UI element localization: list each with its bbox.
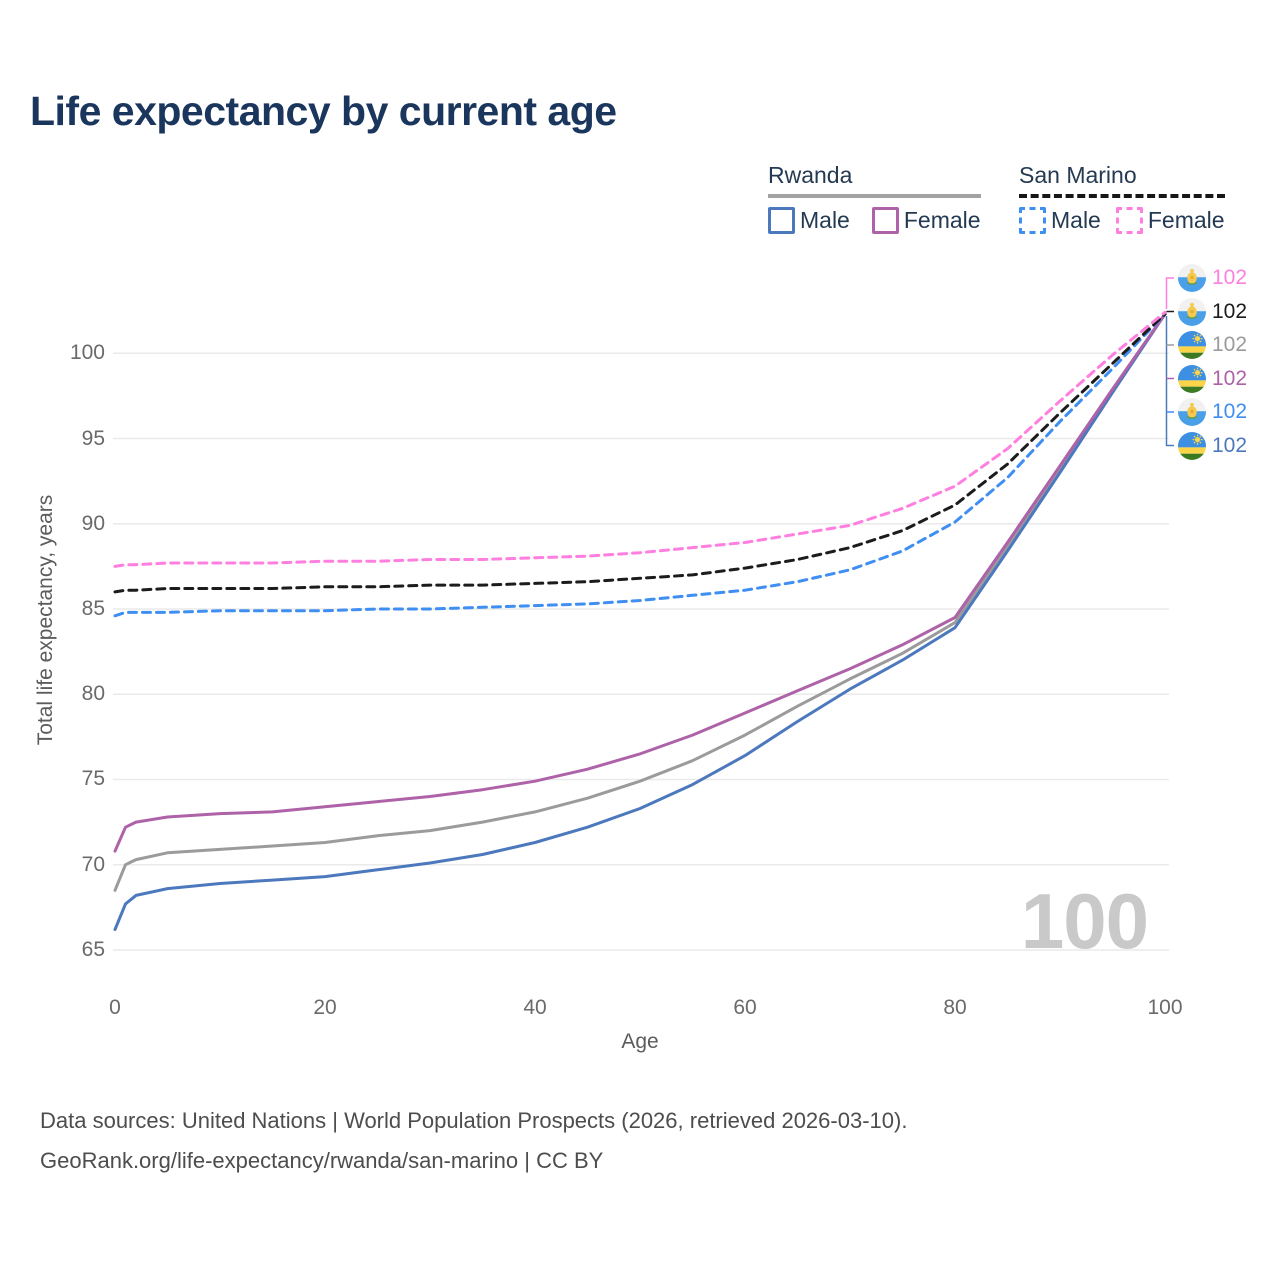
end-label-san-marino-male: 102	[1178, 398, 1247, 426]
y-tick-label-75: 75	[81, 767, 105, 791]
end-label-san-marino-both-sexes: 102	[1178, 297, 1248, 326]
san-marino-flag-icon	[1178, 398, 1206, 426]
line-rwanda-both-sexes[interactable]	[113, 312, 1167, 892]
legend-row-san-marino: Male Female	[1019, 207, 1225, 234]
line-rwanda-male[interactable]	[113, 312, 1167, 931]
legend-item-san-marino-male[interactable]: Male	[1019, 207, 1101, 234]
legend-country-san-marino[interactable]: San Marino	[1019, 162, 1137, 188]
x-tick-label-40: 40	[523, 996, 547, 1019]
legend-label-rwanda-male: Male	[800, 207, 850, 233]
san-marino-female-swatch-icon	[1115, 207, 1143, 234]
legend-label-san-marino-female: Female	[1147, 207, 1225, 233]
san-marino-flag-icon	[1178, 264, 1206, 292]
x-tick-label-0: 0	[109, 996, 121, 1019]
rwanda-flag-icon	[1178, 364, 1206, 393]
legend-item-rwanda-male[interactable]: Male	[768, 207, 850, 234]
line-san-marino-female[interactable]	[113, 310, 1167, 568]
page-title: Life expectancy by current age	[30, 88, 617, 134]
x-axis-title: Age	[621, 1030, 659, 1053]
attribution-note: GeoRank.org/life-expectancy/rwanda/san-m…	[40, 1148, 604, 1173]
legend-label-san-marino-male: Male	[1051, 207, 1101, 233]
rwanda-flag-icon	[1178, 331, 1206, 359]
y-tick-label-70: 70	[81, 852, 105, 876]
x-tick-label-20: 20	[313, 996, 337, 1019]
y-tick-label-65: 65	[81, 937, 105, 961]
end-value-rwanda-male: 102	[1212, 433, 1248, 457]
legend-row-rwanda: Male Female	[768, 207, 981, 234]
legend-group-rwanda: Rwanda Male Female	[768, 162, 981, 234]
end-value-san-marino-male: 102	[1212, 400, 1248, 423]
rwanda-male-swatch-icon	[768, 207, 795, 234]
gridlines	[113, 352, 1169, 951]
y-tick-label-85: 85	[81, 596, 105, 620]
end-label-san-marino-female: 102	[1178, 264, 1247, 292]
connector-0	[1165, 277, 1174, 309]
legend-group-san-marino: San Marino Male Female	[1019, 162, 1225, 234]
y-tick-label-80: 80	[81, 682, 105, 706]
rwanda-female-swatch-icon	[871, 207, 899, 234]
y-tick-label-100: 100	[69, 341, 105, 365]
end-label-rwanda-female: 102	[1178, 364, 1248, 393]
rwanda-line-style-sample	[768, 194, 981, 198]
legend-label-rwanda-female: Female	[903, 207, 981, 233]
end-value-san-marino-female: 102	[1212, 266, 1248, 289]
rwanda-flag-icon	[1178, 431, 1206, 460]
y-tick-label-90: 90	[81, 511, 105, 535]
end-label-connectors	[1165, 277, 1174, 447]
x-tick-label-80: 80	[943, 996, 967, 1019]
age-counter-watermark: 100	[1020, 877, 1149, 965]
line-san-marino-male[interactable]	[113, 312, 1167, 618]
data-sources-note: Data sources: United Nations | World Pop…	[40, 1108, 908, 1133]
connector-2	[1165, 316, 1174, 447]
legend-item-rwanda-female[interactable]: Female	[871, 207, 981, 234]
x-tick-label-100: 100	[1147, 996, 1183, 1019]
line-rwanda-female[interactable]	[113, 312, 1167, 853]
san-marino-line-style-sample	[1019, 194, 1225, 198]
san-marino-male-swatch-icon	[1019, 207, 1046, 234]
x-tick-label-60: 60	[733, 996, 757, 1019]
end-value-rwanda-both-sexes: 102	[1212, 333, 1248, 356]
legend-item-san-marino-female[interactable]: Female	[1115, 207, 1225, 234]
end-label-rwanda-both-sexes: 102	[1178, 331, 1247, 359]
san-marino-flag-icon	[1178, 297, 1206, 326]
line-san-marino-both-sexes[interactable]	[113, 312, 1167, 594]
series-lines	[113, 310, 1167, 931]
legend-country-rwanda[interactable]: Rwanda	[768, 162, 853, 188]
end-value-san-marino-both-sexes: 102	[1212, 299, 1248, 323]
end-value-rwanda-female: 102	[1212, 366, 1248, 390]
end-label-rwanda-male: 102	[1178, 431, 1248, 460]
y-tick-label-95: 95	[81, 426, 105, 450]
y-axis-title: Total life expectancy, years	[34, 494, 57, 746]
